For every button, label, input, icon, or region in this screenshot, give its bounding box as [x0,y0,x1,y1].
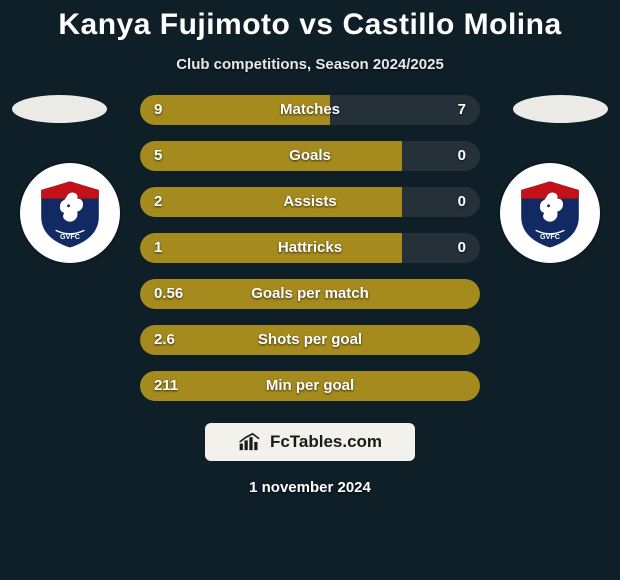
stat-label: Goals per match [140,279,480,309]
stat-row: 97Matches [140,95,480,125]
comparison-body: GVFC GVFC 97Matches 50Goals 20Assists 10Hat… [0,95,620,401]
stat-label: Goals [140,141,480,171]
watermark-text: FcTables.com [270,432,382,452]
stat-label: Hattricks [140,233,480,263]
player1-platform-oval [12,95,107,123]
club-badge-icon: GVFC [34,177,106,249]
player2-club-badge: GVFC [500,163,600,263]
stat-row: 211Min per goal [140,371,480,401]
stat-bars: 97Matches 50Goals 20Assists 10Hattricks 0.56… [140,95,480,401]
player1-club-badge: GVFC [20,163,120,263]
subtitle: Club competitions, Season 2024/2025 [0,56,620,73]
stat-row: 50Goals [140,141,480,171]
stat-row: 2.6Shots per goal [140,325,480,355]
stat-label: Assists [140,187,480,217]
comparison-title: Kanya Fujimoto vs Castillo Molina [0,0,620,42]
watermark: FcTables.com [205,423,415,461]
stat-label: Matches [140,95,480,125]
player2-name: Castillo Molina [342,8,561,41]
stat-row: 10Hattricks [140,233,480,263]
club-badge-icon: GVFC [514,177,586,249]
player1-name: Kanya Fujimoto [58,8,290,41]
svg-text:GVFC: GVFC [60,232,80,241]
stat-label: Shots per goal [140,325,480,355]
stat-row: 0.56Goals per match [140,279,480,309]
stat-label: Min per goal [140,371,480,401]
date-label: 1 november 2024 [0,479,620,496]
vs-label: vs [299,8,333,41]
svg-text:GVFC: GVFC [540,232,560,241]
chart-icon [238,432,264,452]
stat-row: 20Assists [140,187,480,217]
player2-platform-oval [513,95,608,123]
